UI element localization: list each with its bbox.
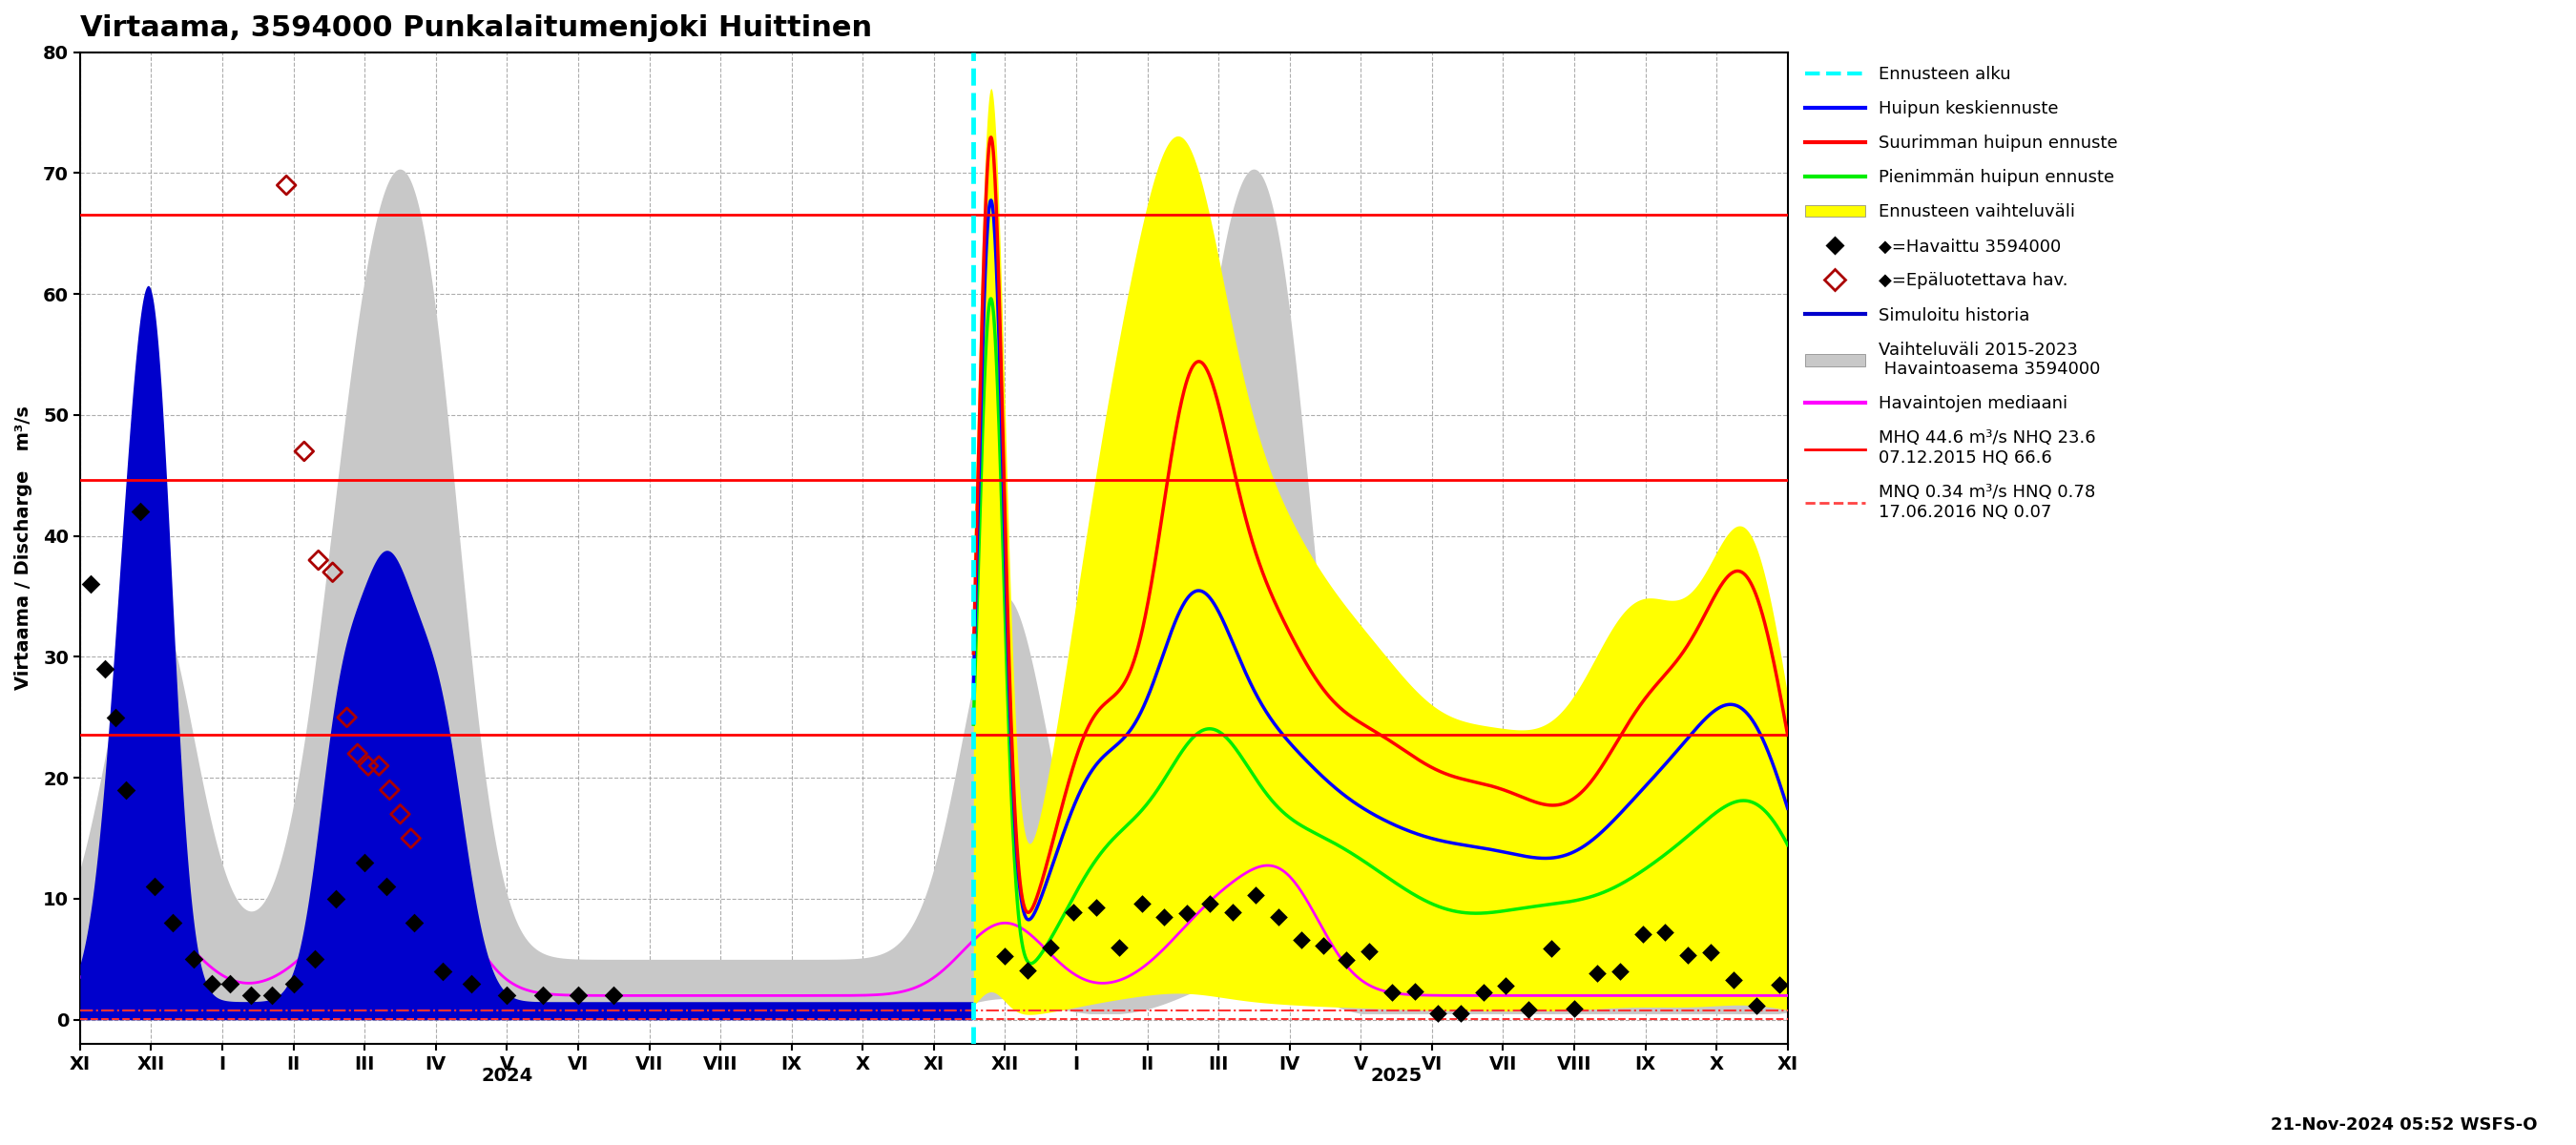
Point: [1121, 894, 1162, 913]
Point: [1167, 905, 1208, 923]
Point: [368, 781, 410, 799]
Point: [1007, 961, 1048, 979]
Point: [85, 660, 126, 678]
Point: [1440, 1004, 1481, 1022]
Point: [451, 974, 492, 993]
Point: [1643, 923, 1685, 941]
Point: [1713, 971, 1754, 989]
Point: [1303, 937, 1345, 955]
Point: [487, 987, 528, 1005]
Point: [152, 914, 193, 932]
Text: Virtaama, 3594000 Punkalaitumenjoki Huittinen: Virtaama, 3594000 Punkalaitumenjoki Huit…: [80, 14, 873, 42]
Point: [1280, 931, 1321, 949]
Point: [106, 781, 147, 799]
Point: [191, 974, 232, 993]
Point: [317, 890, 358, 908]
Point: [1736, 996, 1777, 1014]
Point: [1690, 943, 1731, 962]
Point: [1759, 976, 1801, 994]
Point: [345, 853, 386, 871]
Point: [1417, 1004, 1458, 1022]
Point: [1327, 951, 1368, 970]
Point: [984, 947, 1025, 965]
Point: [1144, 908, 1185, 926]
Point: [95, 709, 137, 727]
Point: [229, 987, 270, 1005]
Text: 2024: 2024: [482, 1067, 533, 1085]
Point: [294, 950, 335, 969]
Point: [1213, 903, 1255, 922]
Point: [121, 503, 162, 521]
Point: [1507, 1001, 1548, 1019]
Point: [523, 987, 564, 1005]
Point: [70, 575, 111, 593]
Point: [283, 442, 325, 460]
Point: [312, 563, 353, 582]
Point: [1623, 925, 1664, 943]
Point: [299, 551, 340, 569]
Point: [1370, 982, 1412, 1001]
Point: [134, 877, 175, 895]
Point: [394, 914, 435, 932]
Y-axis label: Virtaama / Discharge   m³/s: Virtaama / Discharge m³/s: [15, 406, 33, 690]
Point: [273, 974, 314, 993]
Point: [358, 757, 399, 775]
Point: [592, 987, 634, 1005]
Point: [379, 805, 420, 823]
Point: [1577, 964, 1618, 982]
Point: [556, 987, 598, 1005]
Point: [252, 987, 294, 1005]
Point: [1600, 962, 1641, 980]
Point: [1350, 942, 1391, 961]
Point: [1054, 903, 1095, 922]
Point: [1257, 908, 1298, 926]
Text: 2025: 2025: [1370, 1067, 1422, 1085]
Point: [327, 709, 368, 727]
Point: [348, 757, 389, 775]
Point: [422, 962, 464, 980]
Point: [1030, 939, 1072, 957]
Point: [209, 974, 250, 993]
Point: [1394, 981, 1435, 1000]
Point: [1530, 939, 1571, 957]
Point: [366, 877, 407, 895]
Point: [1463, 984, 1504, 1002]
Point: [1667, 946, 1708, 964]
Text: 21-Nov-2024 05:52 WSFS-O: 21-Nov-2024 05:52 WSFS-O: [2269, 1116, 2537, 1134]
Point: [173, 950, 214, 969]
Point: [1074, 898, 1115, 916]
Point: [1486, 977, 1528, 995]
Point: [1234, 886, 1275, 905]
Point: [1097, 939, 1139, 957]
Point: [1553, 1000, 1595, 1018]
Point: [265, 176, 307, 195]
Point: [1190, 894, 1231, 913]
Point: [392, 829, 433, 847]
Legend: Ennusteen alku, Huipun keskiennuste, Suurimman huipun ennuste, Pienimmän huipun : Ennusteen alku, Huipun keskiennuste, Suu…: [1801, 61, 2123, 527]
Point: [337, 744, 379, 763]
